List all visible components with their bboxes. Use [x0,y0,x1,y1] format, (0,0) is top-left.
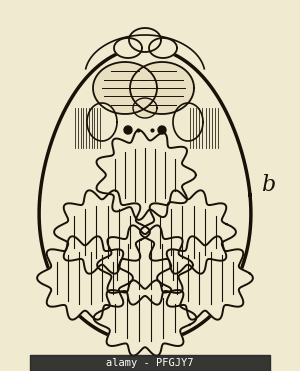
Polygon shape [149,38,177,58]
Polygon shape [114,38,142,58]
Polygon shape [133,98,157,118]
Polygon shape [39,47,251,342]
Polygon shape [37,236,133,320]
Polygon shape [173,103,203,141]
Polygon shape [87,103,117,141]
Polygon shape [94,280,196,356]
Text: b: b [261,174,275,196]
Polygon shape [124,126,132,134]
Polygon shape [93,62,157,114]
Polygon shape [158,126,166,134]
Polygon shape [97,225,193,305]
Polygon shape [54,190,150,274]
Polygon shape [130,62,194,114]
Text: alamy - PFGJY7: alamy - PFGJY7 [106,358,194,368]
Polygon shape [140,190,236,274]
Polygon shape [157,236,253,320]
Polygon shape [97,130,196,220]
Polygon shape [129,28,161,52]
